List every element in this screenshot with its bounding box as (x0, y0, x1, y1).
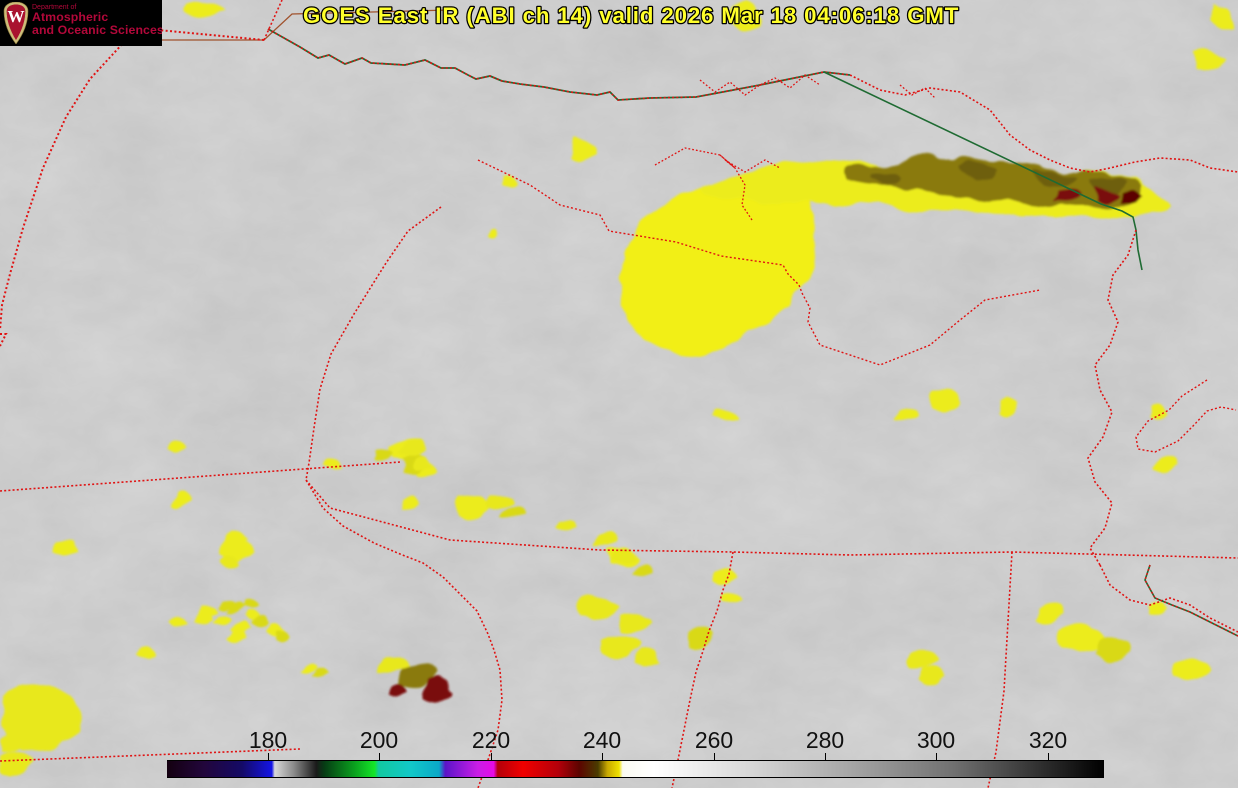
svg-text:GOES East IR (ABI ch 14) valid: GOES East IR (ABI ch 14) valid 2026 Mar … (303, 3, 959, 28)
svg-text:W: W (8, 7, 25, 26)
